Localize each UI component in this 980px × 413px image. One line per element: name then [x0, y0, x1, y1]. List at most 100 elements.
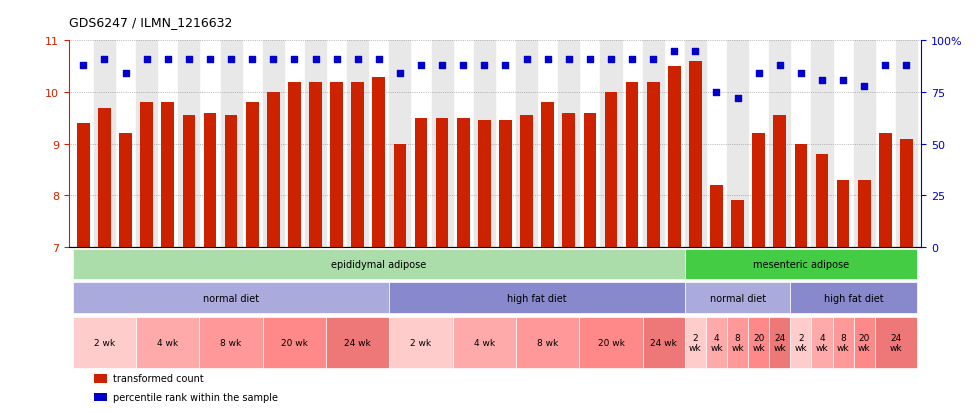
FancyBboxPatch shape	[811, 318, 833, 368]
Bar	[854, 41, 875, 247]
Bar	[246, 103, 259, 247]
Bar	[601, 41, 621, 247]
Bar	[77, 124, 90, 247]
FancyBboxPatch shape	[875, 318, 917, 368]
Bar	[267, 93, 279, 247]
Bar	[305, 41, 326, 247]
Bar	[182, 116, 195, 247]
Text: 8 wk: 8 wk	[537, 338, 559, 347]
FancyBboxPatch shape	[453, 318, 516, 368]
Point	[118, 71, 133, 78]
FancyBboxPatch shape	[516, 318, 579, 368]
Bar	[815, 154, 828, 247]
Bar	[473, 41, 495, 247]
Point	[476, 63, 492, 69]
Bar	[516, 41, 537, 247]
Text: 20 wk: 20 wk	[598, 338, 624, 347]
FancyBboxPatch shape	[790, 318, 811, 368]
FancyBboxPatch shape	[769, 318, 790, 368]
Bar	[559, 41, 579, 247]
Bar	[731, 201, 744, 247]
Bar	[811, 41, 833, 247]
Point	[709, 90, 724, 96]
Point	[899, 63, 914, 69]
Text: 4 wk: 4 wk	[473, 338, 495, 347]
Text: 24
wk: 24 wk	[773, 333, 786, 353]
FancyBboxPatch shape	[685, 318, 706, 368]
Bar	[563, 114, 575, 247]
Point	[688, 48, 704, 55]
Bar	[389, 41, 411, 247]
Text: 24
wk: 24 wk	[890, 333, 903, 353]
Text: GDS6247 / ILMN_1216632: GDS6247 / ILMN_1216632	[69, 16, 232, 29]
FancyBboxPatch shape	[685, 283, 790, 313]
Point	[181, 57, 197, 63]
Bar	[541, 103, 554, 247]
Bar	[94, 393, 107, 401]
Bar	[162, 103, 174, 247]
FancyBboxPatch shape	[73, 318, 136, 368]
Bar	[120, 134, 132, 247]
Point	[498, 63, 514, 69]
Bar	[647, 83, 660, 247]
FancyBboxPatch shape	[727, 318, 748, 368]
Point	[286, 57, 302, 63]
Bar	[309, 83, 321, 247]
Bar	[372, 77, 385, 247]
FancyBboxPatch shape	[748, 318, 769, 368]
Bar	[858, 180, 870, 247]
FancyBboxPatch shape	[685, 249, 917, 280]
Bar	[837, 180, 850, 247]
Bar	[795, 144, 808, 247]
Bar	[288, 83, 301, 247]
Text: epididymal adipose: epididymal adipose	[331, 259, 426, 269]
Point	[371, 57, 387, 63]
Bar	[431, 41, 453, 247]
Point	[646, 57, 662, 63]
Text: transformed count: transformed count	[113, 373, 204, 383]
Bar	[330, 83, 343, 247]
Bar	[436, 119, 449, 247]
Point	[266, 57, 281, 63]
Text: 2 wk: 2 wk	[411, 338, 431, 347]
Text: high fat diet: high fat diet	[824, 293, 884, 303]
Bar	[220, 41, 242, 247]
Point	[793, 71, 808, 78]
Bar	[478, 121, 491, 247]
FancyBboxPatch shape	[833, 318, 854, 368]
Point	[434, 63, 450, 69]
Bar	[626, 83, 638, 247]
Bar	[520, 116, 533, 247]
Bar	[224, 116, 237, 247]
Text: high fat diet: high fat diet	[508, 293, 566, 303]
Text: 2 wk: 2 wk	[94, 338, 115, 347]
FancyBboxPatch shape	[579, 318, 643, 368]
Bar	[727, 41, 748, 247]
Point	[392, 71, 408, 78]
Point	[540, 57, 556, 63]
FancyBboxPatch shape	[200, 318, 263, 368]
FancyBboxPatch shape	[263, 318, 326, 368]
Bar	[140, 103, 153, 247]
Text: normal diet: normal diet	[710, 293, 765, 303]
Point	[857, 83, 872, 90]
Bar	[753, 134, 765, 247]
FancyBboxPatch shape	[389, 318, 453, 368]
Text: mesenteric adipose: mesenteric adipose	[753, 259, 849, 269]
Bar	[710, 185, 723, 247]
Bar	[643, 41, 663, 247]
FancyBboxPatch shape	[790, 283, 917, 313]
FancyBboxPatch shape	[854, 318, 875, 368]
Bar	[98, 108, 111, 247]
Point	[603, 57, 618, 63]
Bar	[769, 41, 790, 247]
Point	[561, 57, 576, 63]
Bar	[178, 41, 200, 247]
Text: 20 wk: 20 wk	[281, 338, 308, 347]
Text: 4 wk: 4 wk	[157, 338, 178, 347]
Bar	[685, 41, 706, 247]
Bar	[94, 375, 107, 383]
Point	[624, 57, 640, 63]
Bar	[879, 134, 892, 247]
Text: 2
wk: 2 wk	[689, 333, 702, 353]
